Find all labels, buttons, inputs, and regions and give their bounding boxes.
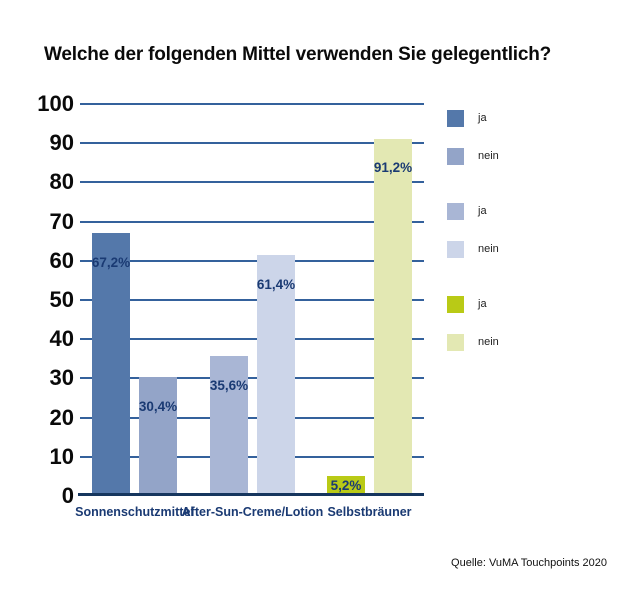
y-tick-label: 70 [49,208,74,234]
legend-label: ja [478,298,487,310]
bar-value-label: 30,4% [138,398,178,414]
legend-label: nein [478,242,499,255]
legend-swatch [447,240,464,258]
y-tick-label: 50 [49,287,74,312]
y-tick-label: 30 [49,365,74,391]
chart-title: Welche der folgenden Mittel verwenden Si… [44,44,552,65]
gridline [80,181,424,184]
gridline [80,416,424,419]
gridline [80,299,424,301]
x-axis-line [78,493,424,496]
legend-swatch [447,147,464,165]
bar-value-label: 5,2% [330,478,362,494]
legend-label: ja [478,205,487,217]
legend-swatch [447,203,464,220]
y-tick-label: 40 [49,326,74,352]
gridline [80,142,424,145]
legend-swatch [447,296,464,313]
plot-area: 67,2% 30,4% 35,6% 61,4% 5,2% 91,2% [78,103,424,496]
gridline [80,455,424,458]
y-tick-label: 60 [49,247,74,273]
bar-selbstbr-uner-nein [374,138,412,496]
gridline [80,377,424,380]
bar-sonnenschutzmittel-ja [92,232,130,496]
legend-swatch [447,333,464,351]
bar-value-label: 61,4% [256,277,296,293]
y-tick-label: 10 [49,443,74,469]
legend-swatch [447,110,464,127]
category-label: Selbstbräuner [327,505,412,519]
category-label: After-Sun-Creme/Lotion [181,505,324,519]
gridline [80,259,424,262]
y-tick-label: 20 [49,404,74,430]
gridline [80,220,424,223]
bar-value-label: 67,2% [91,254,131,270]
gridline [80,338,424,341]
category-label: Sonnenschutzmittel [75,505,194,519]
bar-sonnenschutzmittel-nein [139,376,177,496]
y-tick-label: 100 [37,91,74,116]
source-note: Quelle: VuMA Touchpoints 2020 [451,557,607,569]
bar-value-label: 35,6% [209,378,249,394]
y-tick-label: 0 [61,483,74,508]
bar-after-sun-creme-lotion-nein [257,255,295,496]
legend-label: nein [478,149,499,162]
legend-label: nein [478,335,499,348]
bar-value-label: 91,2% [373,160,413,176]
bar-selbstbr-uner-ja [327,475,365,496]
bar-after-sun-creme-lotion-ja [210,356,248,496]
y-tick-label: 80 [49,169,74,195]
gridline [80,103,424,105]
y-tick-label: 90 [49,130,74,156]
legend-label: ja [478,112,487,124]
legend: ja nein ja nein ja nein [447,110,607,370]
